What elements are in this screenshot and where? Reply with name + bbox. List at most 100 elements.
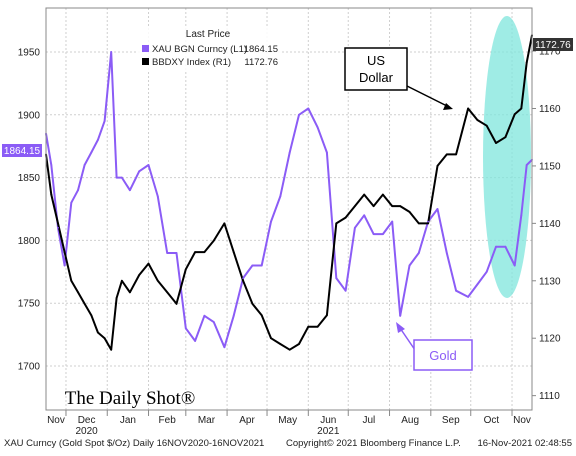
- gold-data-point: [399, 314, 402, 317]
- gold-data-point: [242, 277, 245, 279]
- footer-copyright: Copyright© 2021 Bloomberg Finance L.P.: [286, 438, 461, 449]
- gold-data-point: [335, 277, 338, 279]
- gold-data-point: [467, 296, 469, 298]
- gold-data-point: [260, 264, 263, 267]
- dollar-data-point: [70, 279, 73, 282]
- gold-data-point: [298, 113, 300, 116]
- dollar-data-point: [203, 251, 206, 254]
- gold-data-point: [525, 164, 528, 166]
- gold-data-point: [445, 252, 448, 254]
- gold-data-point: [203, 314, 206, 317]
- gold-data-point: [251, 264, 254, 267]
- gold-data-point: [316, 126, 319, 129]
- legend-title: Last Price: [186, 29, 231, 40]
- dollar-last-value-tag: 1172.76: [533, 38, 573, 51]
- dollar-data-point: [63, 251, 66, 254]
- dollar-data-point: [344, 216, 347, 219]
- dollar-data-point: [485, 124, 488, 127]
- dollar-data-point: [455, 153, 457, 156]
- legend-swatch-dollar: [142, 58, 149, 65]
- gold-data-point: [77, 189, 79, 192]
- legend-swatch-gold: [142, 45, 149, 52]
- dollar-data-point: [50, 193, 53, 196]
- dollar-data-point: [335, 222, 338, 225]
- gold-data-point: [382, 233, 384, 236]
- gold-data-point: [427, 220, 429, 223]
- gold-data-point: [175, 252, 178, 254]
- gold-data-point: [354, 226, 356, 229]
- dollar-data-point: [232, 251, 235, 254]
- footer-timestamp: 16-Nov-2021 02:48:55: [477, 438, 572, 449]
- gold-data-point: [476, 283, 479, 286]
- dollar-data-point: [513, 113, 516, 116]
- gold-data-point: [288, 151, 291, 154]
- dollar-data-point: [520, 107, 523, 110]
- dollar-data-point: [399, 205, 402, 208]
- dollar-data-point: [97, 331, 99, 334]
- dollar-data-point: [427, 222, 429, 225]
- x-tick-label: Oct: [484, 415, 500, 426]
- points-layer: [45, 34, 533, 351]
- left-tick-label: 1700: [18, 362, 41, 373]
- gold-data-point: [455, 289, 457, 292]
- gold-data-point: [57, 226, 59, 229]
- dollar-data-point: [316, 325, 319, 328]
- gold-data-point: [363, 214, 366, 217]
- x-tick-label: Jul: [362, 415, 375, 426]
- gold-annotation: Gold: [396, 322, 473, 371]
- dollar-data-point: [436, 165, 439, 167]
- gold-data-point: [121, 176, 123, 179]
- left-tick-label: 1850: [18, 173, 41, 184]
- x-tick-label: Apr: [239, 415, 255, 426]
- dollar-data-point: [103, 337, 106, 340]
- left-tick-label: 1800: [18, 236, 41, 247]
- dollar-data-point: [504, 136, 507, 139]
- gold-data-point: [504, 245, 507, 248]
- dollar-data-point: [251, 302, 254, 305]
- dollar-data-point: [326, 314, 328, 317]
- dollar-series-line: [45, 35, 533, 351]
- gold-data-point: [372, 233, 375, 236]
- right-tick-label: 1110: [539, 391, 560, 402]
- dollar-data-point: [391, 205, 394, 208]
- gold-data-point: [103, 120, 106, 122]
- left-tick-label: 1950: [18, 47, 41, 58]
- gold-data-point: [83, 164, 86, 166]
- x-tick-label: Dec: [78, 415, 96, 426]
- gold-data-point: [232, 314, 235, 317]
- dollar-data-point: [110, 348, 113, 351]
- right-tick-label: 1120: [539, 334, 561, 345]
- left-tick-label: 1750: [18, 299, 41, 310]
- gold-data-point: [115, 176, 118, 179]
- dollar-data-point: [242, 279, 245, 282]
- legend-value-dollar: 1172.76: [244, 57, 278, 68]
- gold-data-point: [166, 252, 169, 254]
- right-tick-label: 1130: [539, 276, 561, 287]
- left-tick-label: 1900: [18, 110, 41, 121]
- dollar-data-point: [83, 302, 86, 305]
- right-tick-label: 1140: [539, 219, 561, 230]
- dollar-data-point: [307, 325, 310, 328]
- gold-last-value-tag: 1864.15: [2, 144, 42, 157]
- gold-data-point: [495, 245, 497, 248]
- gold-data-point: [97, 139, 99, 141]
- gold-data-point: [408, 264, 411, 267]
- footer-source: XAU Curncy (Gold Spot $/Oz) Daily 16NOV2…: [4, 438, 265, 449]
- gold-data-point: [194, 340, 197, 342]
- x-tick-label: Feb: [159, 415, 177, 426]
- right-tick-label: 1160: [539, 104, 561, 115]
- gold-data-point: [513, 264, 516, 267]
- us-dollar-label-line1: US: [367, 53, 385, 68]
- dollar-data-point: [363, 193, 366, 196]
- dollar-data-point: [260, 314, 263, 317]
- dollar-data-point: [175, 302, 178, 305]
- dollar-data-point: [223, 222, 226, 225]
- dollar-data-point: [495, 142, 497, 144]
- gold-data-point: [63, 264, 66, 267]
- gold-data-point: [344, 289, 347, 292]
- right-axis: 1110 1120 1130 1140 1150 1160 1170: [532, 47, 561, 402]
- dollar-data-point: [121, 279, 123, 282]
- x-tick-label: Nov: [47, 415, 65, 426]
- x-tick-label: May: [278, 415, 297, 426]
